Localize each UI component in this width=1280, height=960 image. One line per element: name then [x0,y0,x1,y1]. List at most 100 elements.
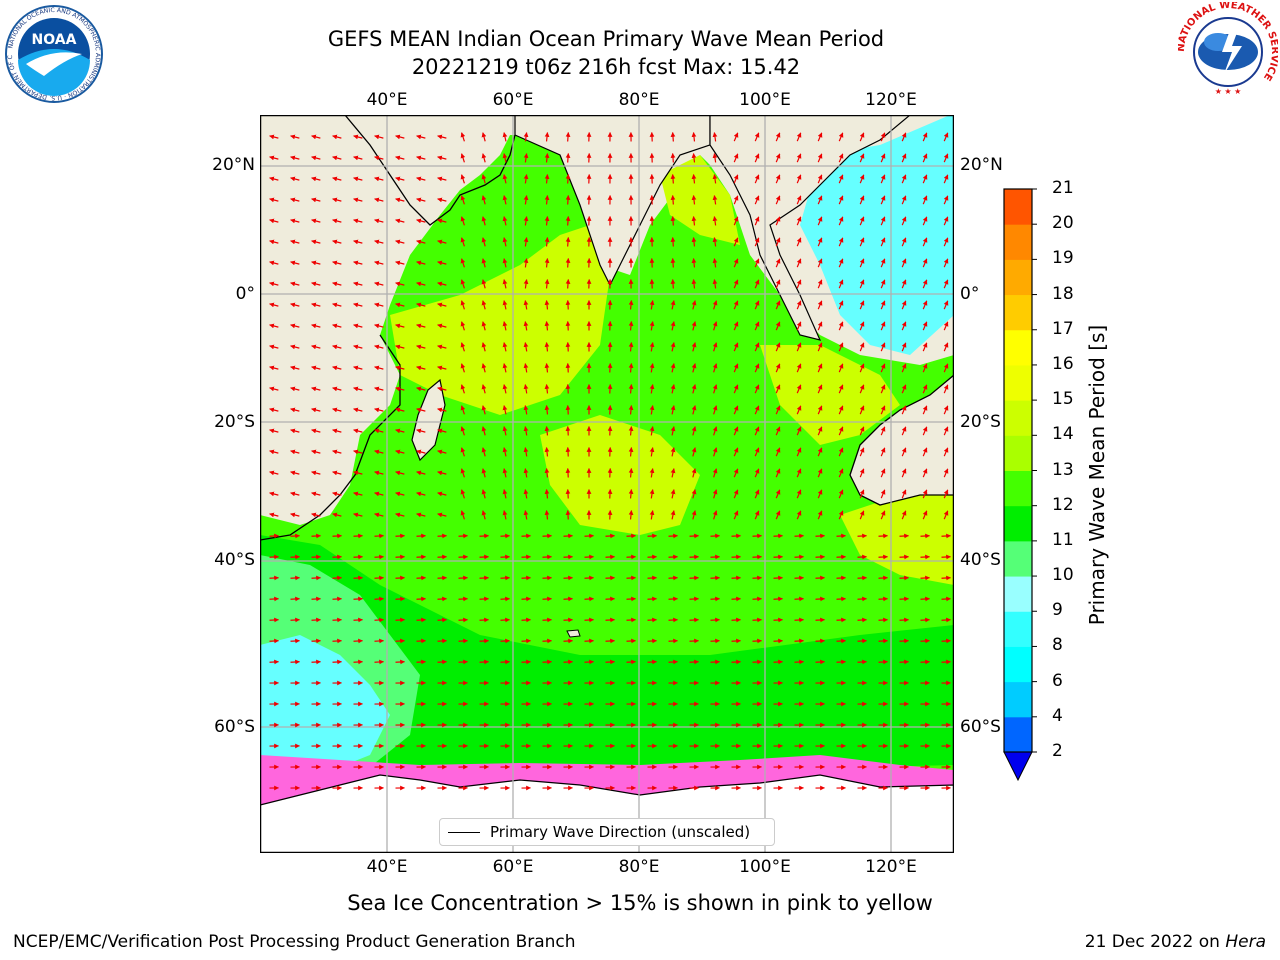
wave-arrow [500,554,510,560]
wave-arrow [311,449,321,455]
wave-arrow [691,489,697,499]
wave-arrow [374,407,384,413]
wave-arrow [796,468,802,478]
wave-arrow [544,216,550,226]
wave-arrow [836,617,846,623]
south-australia-yellow [840,485,954,585]
wave-arrow [628,447,634,457]
wave-arrow [773,575,783,581]
wave-arrow [922,321,928,331]
wave-arrow [353,239,363,245]
wave-arrow [733,258,739,268]
wave-arrow [668,554,678,560]
wave-arrow [290,155,300,161]
wave-arrow [605,659,615,665]
wave-arrow [311,386,321,392]
wave-arrow [691,321,697,331]
wave-arrow [332,218,342,224]
wave-arrow [920,638,930,644]
wave-arrow [479,575,489,581]
wave-arrow [353,533,363,539]
wave-arrow [311,554,321,560]
wave-arrow [943,153,949,163]
wave-arrow [290,197,300,203]
wave-arrow [794,659,804,665]
wave-arrow [901,321,907,331]
wave-arrow [523,468,529,478]
wave-arrow [395,176,405,182]
wave-arrow [647,659,657,665]
wave-arrow [817,405,823,415]
wave-arrow [523,489,529,499]
wave-arrow [544,174,550,184]
wave-arrow [773,533,783,539]
wave-arrow [775,132,781,142]
wave-arrow [775,321,781,331]
wave-arrow [437,512,447,518]
wave-arrow [479,533,489,539]
wave-arrow [605,554,615,560]
wave-arrow [922,447,928,457]
wave-arrow [269,323,279,329]
wave-arrow [878,533,888,539]
wave-arrow [311,302,321,308]
wave-arrow [521,575,531,581]
wave-arrow [460,426,466,436]
wave-arrow [502,300,508,310]
wave-arrow [502,447,508,457]
wave-arrow [481,447,487,457]
wave-arrow [460,405,466,415]
wave-arrow [479,617,489,623]
wave-arrow [332,491,342,497]
colorbar-tick-label: 13 [1052,459,1074,480]
colorbar-tick-label: 19 [1052,248,1074,269]
wave-arrow [670,174,676,184]
wave-arrow [649,321,655,331]
wave-arrow [859,447,865,457]
wave-arrow [502,363,508,373]
wave-arrow [521,638,531,644]
wave-arrow [395,470,405,476]
wave-arrow [290,323,300,329]
wave-arrow [290,659,300,665]
wave-arrow [460,468,466,478]
wave-arrow [775,447,781,457]
wave-arrow [269,155,279,161]
wave-arrow [332,596,342,602]
wave-arrow [943,384,949,394]
wave-arrow [437,596,447,602]
bay-of-bengal-yellow [660,155,740,245]
wave-arrow [563,659,573,665]
wave-arrow [649,405,655,415]
wave-arrow [290,554,300,560]
wave-arrow [544,258,550,268]
wave-arrow [416,365,426,371]
wave-arrow [311,617,321,623]
wave-arrow [269,554,279,560]
wave-arrow [437,407,447,413]
wave-arrow [752,659,762,665]
wave-arrow [710,575,720,581]
wave-arrow [395,512,405,518]
wave-arrow [353,323,363,329]
wave-arrow [922,510,928,520]
wave-arrow [290,407,300,413]
wave-arrow [353,428,363,434]
wave-arrow [395,260,405,266]
wave-arrow [269,218,279,224]
wave-arrow [481,426,487,436]
wave-arrow [647,533,657,539]
colorbar-tick-label: 16 [1052,353,1074,374]
wave-arrow [691,363,697,373]
wave-arrow [502,237,508,247]
wave-arrow [941,533,951,539]
wave-arrow [544,237,550,247]
wave-arrow [922,405,928,415]
wave-arrow [775,216,781,226]
wave-arrow [691,447,697,457]
colorbar-label: Primary Wave Mean Period [s] [1085,324,1109,626]
wave-arrow [838,447,844,457]
wave-arrow [311,638,321,644]
wave-arrow [901,342,907,352]
wave-arrow [647,617,657,623]
